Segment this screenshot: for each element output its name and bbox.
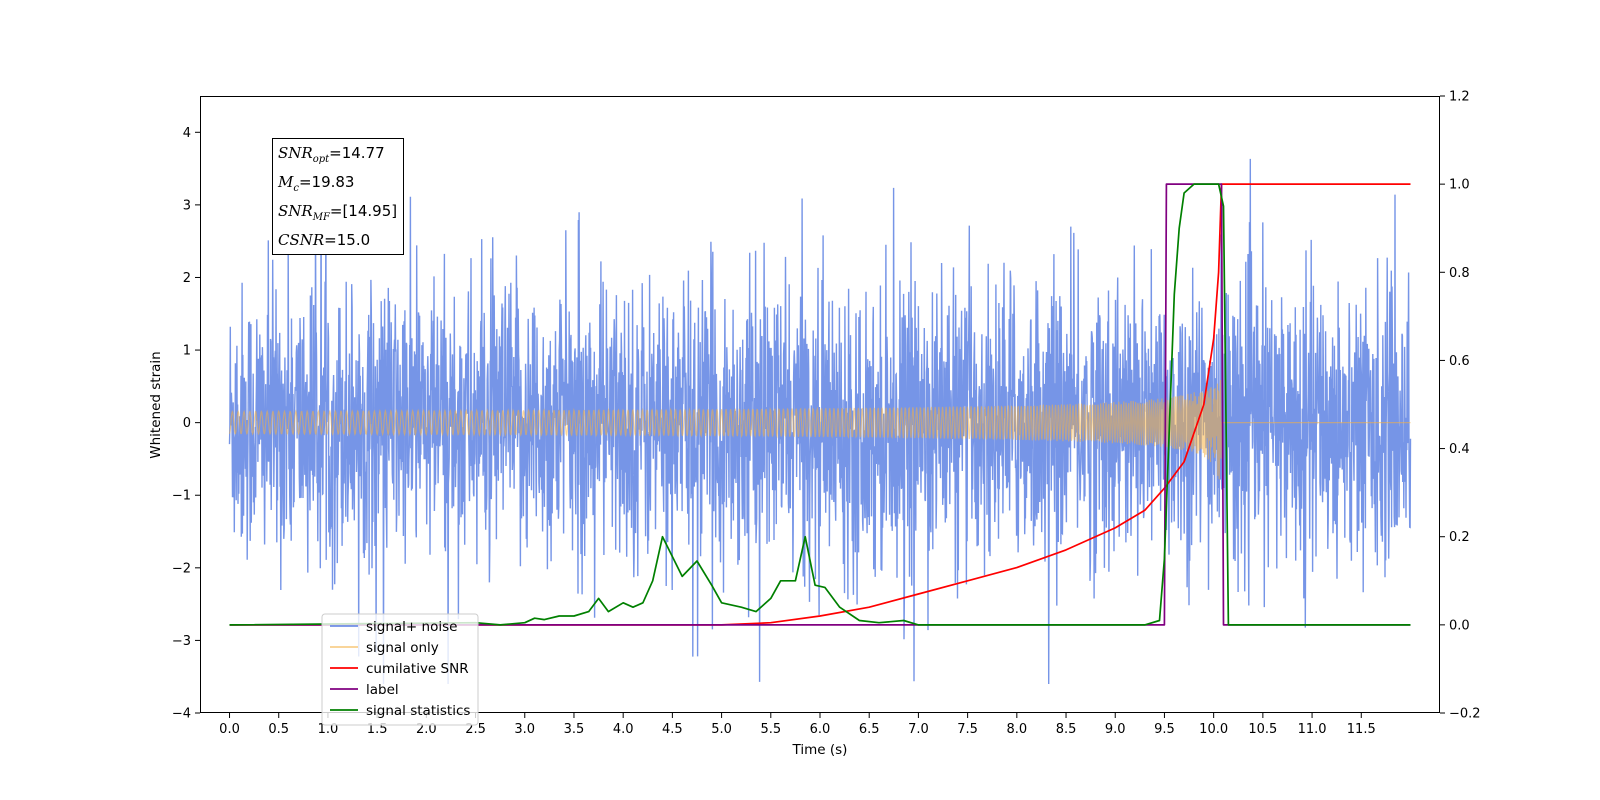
y-axis-label: Whitened strain: [148, 351, 164, 458]
y2-tick-label: 0.8: [1449, 266, 1470, 281]
legend-label: signal+ noise: [366, 619, 457, 635]
x-tick-label: 0.5: [268, 722, 289, 737]
snr-opt-value: =14.77: [329, 144, 385, 162]
axes: 0.0 0.5 1.0 1.5 2.0 2.5 3.0 3.5 4.0 4.5 5.0 5.5 6.0 6…: [172, 90, 1481, 738]
y-tick-label: 0: [183, 416, 191, 431]
x-tick-label: 11.0: [1298, 722, 1327, 737]
x-tick-label: 2.0: [416, 722, 437, 737]
x-tick-label: 2.5: [465, 722, 486, 737]
series-signal-statistics: [229, 183, 1411, 626]
legend-label: signal only: [366, 640, 439, 656]
y2-tick-label: −0.2: [1449, 707, 1481, 722]
x-tick-label: 5.0: [711, 722, 732, 737]
y2-tick-label: 0.0: [1449, 618, 1470, 633]
snr-mf-value: =[14.95]: [329, 202, 398, 220]
legend-frame: [321, 613, 479, 726]
x-tick-label: 8.0: [1006, 722, 1027, 737]
x-tick-label: 10.5: [1248, 722, 1277, 737]
plot-area: [228, 158, 1412, 685]
y-tick-label: 2: [183, 271, 191, 286]
y-tick-label: 1: [183, 344, 191, 359]
x-tick-label: 9.0: [1105, 722, 1126, 737]
x-tick-label: 0.0: [219, 722, 240, 737]
x-tick-label: 6.0: [810, 722, 831, 737]
y2-tick-label: 0.4: [1449, 442, 1470, 457]
annotation-snr-opt: SNRopt=14.77: [278, 144, 385, 165]
csnr-value: =15.0: [324, 231, 371, 249]
legend-label: cumilative SNR: [366, 661, 469, 677]
x-tick-label: 4.5: [662, 722, 683, 737]
x-tick-label: 7.0: [908, 722, 929, 737]
x-tick-label: 4.0: [613, 722, 634, 737]
x-tick-label: 1.5: [367, 722, 388, 737]
x-tick-label: 5.5: [760, 722, 781, 737]
annotation-snr-mf: SNRMF=[14.95]: [278, 202, 398, 223]
series-signal-noise: [228, 158, 1412, 685]
legend-label: signal statistics: [366, 703, 470, 719]
series-cumilative-snr: [229, 183, 1411, 626]
annotation-mc: Mc=19.83: [278, 173, 355, 194]
x-tick-label: 7.5: [957, 722, 978, 737]
x-tick-label: 1.0: [318, 722, 339, 737]
x-tick-label: 8.5: [1056, 722, 1077, 737]
legend-label: label: [366, 682, 399, 698]
y-tick-label: 4: [183, 126, 191, 141]
mc-value: =19.83: [298, 173, 355, 191]
plot-frame: [200, 96, 1440, 713]
annotation-csnr: CSNR=15.0: [278, 231, 371, 249]
x-tick-label: 10.0: [1199, 722, 1228, 737]
x-tick-label: 9.5: [1154, 722, 1175, 737]
y2-tick-label: 1.0: [1449, 178, 1470, 193]
y-tick-label: −1: [172, 489, 191, 504]
y-tick-label: −4: [172, 707, 191, 722]
annotation-box: SNRopt=14.77 Mc=19.83 SNRMF=[14.95] CSNR…: [272, 138, 405, 255]
x-tick-label: 6.5: [859, 722, 880, 737]
y2-tick-label: 0.2: [1449, 530, 1470, 545]
y2-tick-label: 0.6: [1449, 354, 1470, 369]
series-signal-only: [228, 379, 1411, 480]
x-tick-label: 11.5: [1347, 722, 1376, 737]
y-tick-label: −2: [172, 561, 191, 576]
y-tick-label: 3: [183, 198, 191, 213]
x-axis-label: Time (s): [792, 742, 848, 758]
y2-tick-label: 1.2: [1449, 90, 1470, 105]
x-tick-label: 3.0: [514, 722, 535, 737]
y-tick-label: −3: [172, 634, 191, 649]
legend: signal+ noise signal only cumilative SNR la…: [321, 613, 479, 726]
x-tick-label: 3.5: [564, 722, 585, 737]
